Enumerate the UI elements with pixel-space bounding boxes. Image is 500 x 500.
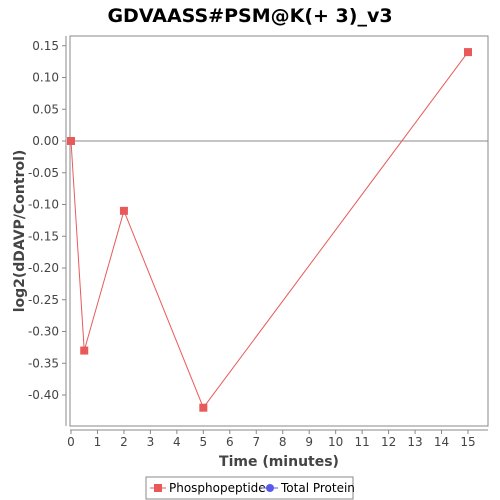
y-tick-label: -0.05 — [28, 166, 59, 180]
x-tick-label: 15 — [460, 435, 475, 449]
y-tick-label: -0.25 — [28, 293, 59, 307]
y-tick-label: 0.00 — [32, 134, 59, 148]
x-tick-label: 2 — [120, 435, 128, 449]
x-tick-label: 7 — [252, 435, 260, 449]
y-tick-label: 0.05 — [32, 102, 59, 116]
x-tick-label: 12 — [381, 435, 396, 449]
x-tick-label: 6 — [226, 435, 234, 449]
y-axis: 0.15 0.10 0.05 0.00 -0.05 -0.10 -0.15 -0.20 -0.2… — [28, 36, 67, 426]
x-tick-label: 11 — [354, 435, 369, 449]
y-tick-label: 0.15 — [32, 39, 59, 53]
chart-title: GDVAASS#PSM@K(+ 3)_v3 — [107, 5, 392, 27]
x-tick-label: 14 — [434, 435, 449, 449]
data-point — [80, 346, 89, 355]
y-tick-label: -0.15 — [28, 229, 59, 243]
y-axis-label: log2(dDAVP/Control) — [12, 150, 28, 313]
data-point — [67, 137, 75, 145]
x-tick-label: 13 — [407, 435, 422, 449]
y-tick-label: -0.10 — [28, 198, 59, 212]
x-axis-label: Time (minutes) — [219, 454, 339, 470]
y-tick-label: -0.20 — [28, 261, 59, 275]
data-point — [119, 206, 128, 215]
legend: Phosphopeptide Total Protein — [145, 476, 355, 500]
y-tick-label: -0.40 — [28, 388, 59, 402]
x-tick-label: 4 — [173, 435, 181, 449]
series-layer — [67, 48, 472, 412]
x-tick-label: 10 — [328, 435, 343, 449]
x-tick-label: 5 — [200, 435, 208, 449]
y-tick-label: -0.30 — [28, 325, 59, 339]
legend-item-phosphopeptide: Phosphopeptide — [150, 481, 266, 495]
x-axis: 0 1 2 3 4 5 6 7 8 9 10 11 12 13 14 15 — [67, 429, 488, 449]
legend-label-total-protein: Total Protein — [280, 481, 355, 495]
legend-label-phosphopeptide: Phosphopeptide — [169, 481, 266, 495]
plot-area — [69, 35, 489, 427]
x-tick-label: 0 — [67, 435, 75, 449]
y-tick-label: -0.35 — [28, 356, 59, 370]
data-point — [464, 48, 472, 57]
x-tick-label: 1 — [94, 435, 102, 449]
legend-marker-square-icon — [154, 484, 162, 492]
x-tick-label: 8 — [279, 435, 287, 449]
x-tick-label: 3 — [147, 435, 155, 449]
data-point — [199, 403, 208, 412]
legend-box — [145, 476, 354, 500]
legend-marker-circle-icon — [266, 484, 274, 492]
legend-item-total-protein: Total Protein — [262, 481, 355, 495]
x-tick-label: 9 — [305, 435, 313, 449]
y-tick-label: 0.10 — [32, 71, 59, 85]
